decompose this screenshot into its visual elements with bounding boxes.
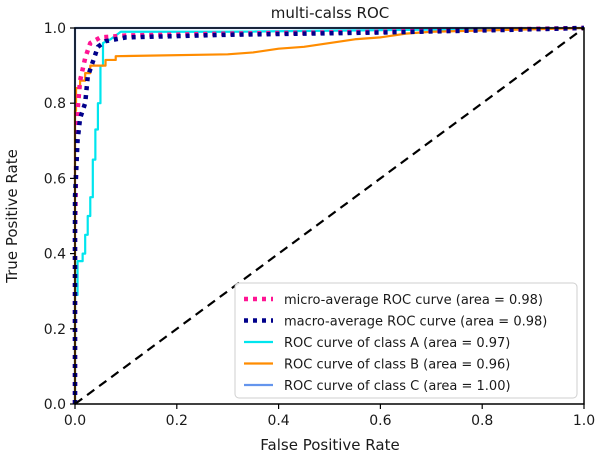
x-tick-label: 0.8 (471, 413, 493, 429)
series-line-2 (72, 25, 585, 404)
plot-frame (74, 27, 585, 405)
x-tick-label: 0.4 (267, 413, 289, 429)
x-tick-label: 0.2 (166, 413, 188, 429)
x-tick-label: 0.0 (64, 413, 86, 429)
legend-label-5: ROC curve of class C (area = 1.00) (284, 379, 511, 394)
y-tick-label: 1.0 (44, 21, 66, 37)
x-tick-label: 1.0 (573, 413, 595, 429)
series-line-1 (72, 25, 585, 404)
y-tick-label: 0.4 (44, 247, 66, 263)
y-axis-label: True Positive Rate (3, 149, 21, 284)
legend-label-1: micro-average ROC curve (area = 0.98) (284, 293, 543, 308)
legend-label-2: macro-average ROC curve (area = 0.98) (284, 315, 547, 330)
series-line-3 (73, 26, 585, 404)
legend-label-3: ROC curve of class A (area = 0.97) (284, 336, 510, 351)
legend: micro-average ROC curve (area = 0.98) mac… (234, 282, 578, 399)
legend-box (234, 282, 578, 399)
axes: 0.0 0.2 0.4 0.6 0.8 1.0 0.0 0.2 0.4 0.6 0.8 1.0 (44, 21, 595, 429)
chance-diagonal-line (74, 27, 585, 405)
y-tick-label: 0.8 (44, 96, 66, 112)
chart-title: multi-calss ROC (271, 4, 389, 22)
x-axis-label: False Positive Rate (260, 436, 399, 454)
y-tick-label: 0.0 (44, 397, 66, 413)
y-tick-label: 0.2 (44, 322, 66, 338)
legend-label-4: ROC curve of class B (area = 0.96) (284, 358, 510, 373)
legend-items: micro-average ROC curve (area = 0.98) mac… (244, 293, 547, 394)
x-tick-label: 0.6 (369, 413, 391, 429)
y-tick-label: 0.6 (44, 171, 66, 187)
